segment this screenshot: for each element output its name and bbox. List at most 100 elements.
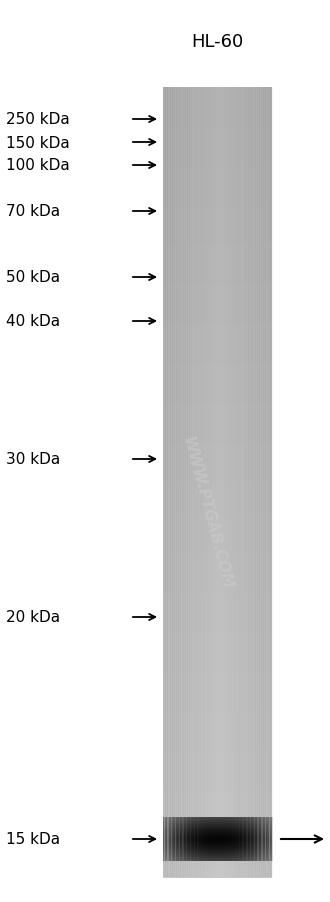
Bar	[224, 817, 226, 861]
Bar	[163, 851, 272, 852]
Bar	[248, 87, 251, 877]
Bar	[163, 704, 272, 713]
Bar	[175, 817, 177, 861]
Bar	[163, 656, 272, 665]
Bar	[163, 262, 272, 271]
Bar	[187, 87, 190, 877]
Bar	[163, 561, 272, 570]
Bar	[233, 817, 234, 861]
Bar	[200, 817, 202, 861]
Bar	[163, 87, 166, 877]
Bar	[163, 845, 272, 854]
Bar	[227, 817, 229, 861]
Bar	[170, 817, 172, 861]
Bar	[163, 127, 272, 136]
Bar	[163, 428, 272, 436]
Bar	[163, 672, 272, 681]
Bar	[261, 817, 263, 861]
Bar	[163, 143, 272, 152]
Bar	[163, 198, 272, 207]
Bar	[220, 87, 223, 877]
Bar	[163, 87, 272, 97]
Bar	[235, 817, 237, 861]
Bar	[179, 817, 181, 861]
Bar	[250, 817, 252, 861]
Text: 30 kDa: 30 kDa	[6, 452, 60, 467]
Bar	[163, 767, 272, 776]
Bar	[163, 842, 272, 843]
Bar	[216, 817, 218, 861]
Bar	[163, 356, 272, 365]
Bar	[163, 840, 272, 841]
Bar	[163, 601, 272, 610]
Bar	[163, 640, 272, 649]
Bar	[267, 817, 268, 861]
Bar	[163, 827, 272, 829]
Bar	[163, 624, 272, 633]
Bar	[163, 403, 272, 412]
Bar	[217, 817, 219, 861]
Bar	[163, 830, 272, 832]
Bar	[196, 87, 199, 877]
Bar	[163, 818, 272, 820]
Bar	[163, 817, 272, 818]
Bar	[163, 775, 272, 783]
Bar	[163, 858, 272, 859]
Bar	[163, 818, 272, 819]
Bar	[217, 87, 221, 877]
Bar	[166, 817, 168, 861]
Bar	[181, 87, 183, 877]
Bar	[163, 846, 272, 847]
Bar	[163, 839, 272, 841]
Bar	[168, 817, 170, 861]
Bar	[233, 87, 236, 877]
Bar	[163, 411, 272, 420]
Bar	[163, 846, 272, 848]
Bar	[163, 340, 272, 349]
Bar	[163, 151, 272, 160]
Bar	[172, 87, 175, 877]
Bar	[163, 719, 272, 728]
Bar	[205, 817, 207, 861]
Bar	[254, 817, 256, 861]
Bar	[163, 380, 272, 389]
Bar	[220, 817, 222, 861]
Bar	[198, 817, 200, 861]
Bar	[263, 87, 266, 877]
Bar	[189, 87, 192, 877]
Bar	[163, 388, 272, 397]
Text: 70 kDa: 70 kDa	[6, 204, 60, 219]
Bar	[242, 87, 245, 877]
Bar	[163, 466, 272, 475]
Bar	[244, 87, 247, 877]
Bar	[226, 87, 229, 877]
Bar	[231, 817, 233, 861]
Bar	[226, 817, 228, 861]
Bar	[163, 664, 272, 673]
Bar	[181, 817, 182, 861]
Bar	[163, 238, 272, 247]
Bar	[163, 819, 272, 821]
Bar	[163, 825, 272, 826]
Bar	[163, 735, 272, 744]
Bar	[163, 826, 272, 828]
Bar	[163, 727, 272, 736]
Bar	[207, 817, 209, 861]
Bar	[203, 817, 204, 861]
Bar	[163, 506, 272, 515]
Bar	[163, 861, 272, 870]
Bar	[270, 87, 273, 877]
Bar	[163, 333, 272, 342]
Bar	[231, 87, 234, 877]
Bar	[163, 687, 272, 696]
Bar	[163, 859, 272, 861]
Bar	[239, 817, 241, 861]
Bar	[237, 87, 240, 877]
Bar	[163, 112, 272, 121]
Bar	[163, 853, 272, 854]
Text: 150 kDa: 150 kDa	[6, 135, 70, 151]
Bar	[163, 474, 272, 483]
Text: HL-60: HL-60	[191, 33, 243, 51]
Bar	[223, 817, 225, 861]
Bar	[228, 87, 232, 877]
